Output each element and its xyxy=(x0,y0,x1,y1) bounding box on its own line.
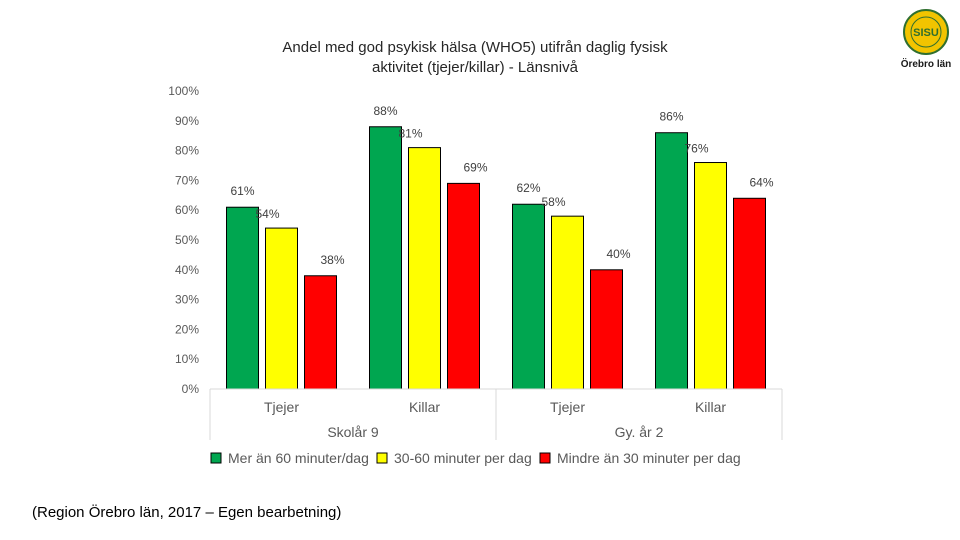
y-tick-label: 80% xyxy=(175,144,199,158)
legend-swatch xyxy=(539,452,551,464)
data-label: 69% xyxy=(463,160,487,174)
x-tick-label: Tjejer xyxy=(550,399,585,415)
data-label: 62% xyxy=(516,181,540,195)
legend-swatch xyxy=(210,452,222,464)
legend: Mer än 60 minuter/dag 30-60 minuter per d… xyxy=(210,450,741,466)
bar xyxy=(590,269,623,390)
logo-ring-icon xyxy=(910,16,942,48)
x-group-label: Gy. år 2 xyxy=(615,424,664,440)
y-tick-label: 60% xyxy=(175,203,199,217)
bar xyxy=(551,215,584,390)
source-note: (Region Örebro län, 2017 – Egen bearbetn… xyxy=(32,504,342,521)
y-tick-label: 30% xyxy=(175,293,199,307)
logo-emblem-icon xyxy=(903,9,949,55)
x-tick-label: Killar xyxy=(695,399,726,415)
chart-title: Andel med god psykisk hälsa (WHO5) utifr… xyxy=(282,39,668,76)
bars: 61%54% 38% 88%81% 69% 62%58% 40% 86% 76% 64% xyxy=(226,104,774,390)
data-label: 88% xyxy=(373,104,397,118)
bar xyxy=(655,132,688,390)
y-tick-label: 70% xyxy=(175,173,199,187)
sisu-logo: SISU Örebro län xyxy=(901,9,952,70)
x-tick-label: Tjejer xyxy=(264,399,299,415)
y-axis: 0% 10% 20% 30% 40% 50% 60% 70% 80% 90% 100% xyxy=(168,84,199,396)
data-label: 61% xyxy=(230,184,254,198)
bar xyxy=(512,203,545,390)
y-tick-label: 90% xyxy=(175,114,199,128)
legend-label: 30-60 minuter per dag xyxy=(394,450,532,466)
y-tick-label: 40% xyxy=(175,263,199,277)
data-label: 54% xyxy=(255,207,279,221)
y-tick-label: 100% xyxy=(168,84,199,98)
legend-label: Mer än 60 minuter/dag xyxy=(228,450,369,466)
logo-inner-text: SISU xyxy=(913,27,939,39)
data-label: 76% xyxy=(684,142,708,156)
bar xyxy=(369,126,402,390)
bar xyxy=(226,206,259,390)
x-axis: Tjejer Killar Tjejer Killar Skolår 9 Gy. år 2 xyxy=(209,388,783,440)
y-tick-label: 50% xyxy=(175,233,199,247)
bar xyxy=(447,182,480,390)
y-tick-label: 10% xyxy=(175,352,199,366)
x-tick-label: Killar xyxy=(409,399,440,415)
data-label: 40% xyxy=(606,247,630,261)
bar xyxy=(408,147,441,390)
bar xyxy=(304,275,337,390)
data-label: 38% xyxy=(320,253,344,267)
y-tick-label: 0% xyxy=(182,382,200,396)
legend-label: Mindre än 30 minuter per dag xyxy=(557,450,741,466)
data-label: 81% xyxy=(398,127,422,141)
bar xyxy=(694,162,727,390)
bar xyxy=(733,197,766,390)
data-label: 58% xyxy=(541,195,565,209)
bar xyxy=(265,227,298,390)
x-group-label: Skolår 9 xyxy=(327,424,379,440)
legend-swatch xyxy=(376,452,388,464)
y-tick-label: 20% xyxy=(175,322,199,336)
data-label: 64% xyxy=(749,175,773,189)
data-label: 86% xyxy=(659,110,683,124)
chart-title-line: aktivitet (tjejer/killar) - Länsnivå xyxy=(372,59,579,76)
chart-title-line: Andel med god psykisk hälsa (WHO5) utifr… xyxy=(282,39,668,56)
logo-org-name: Örebro län xyxy=(901,57,952,70)
